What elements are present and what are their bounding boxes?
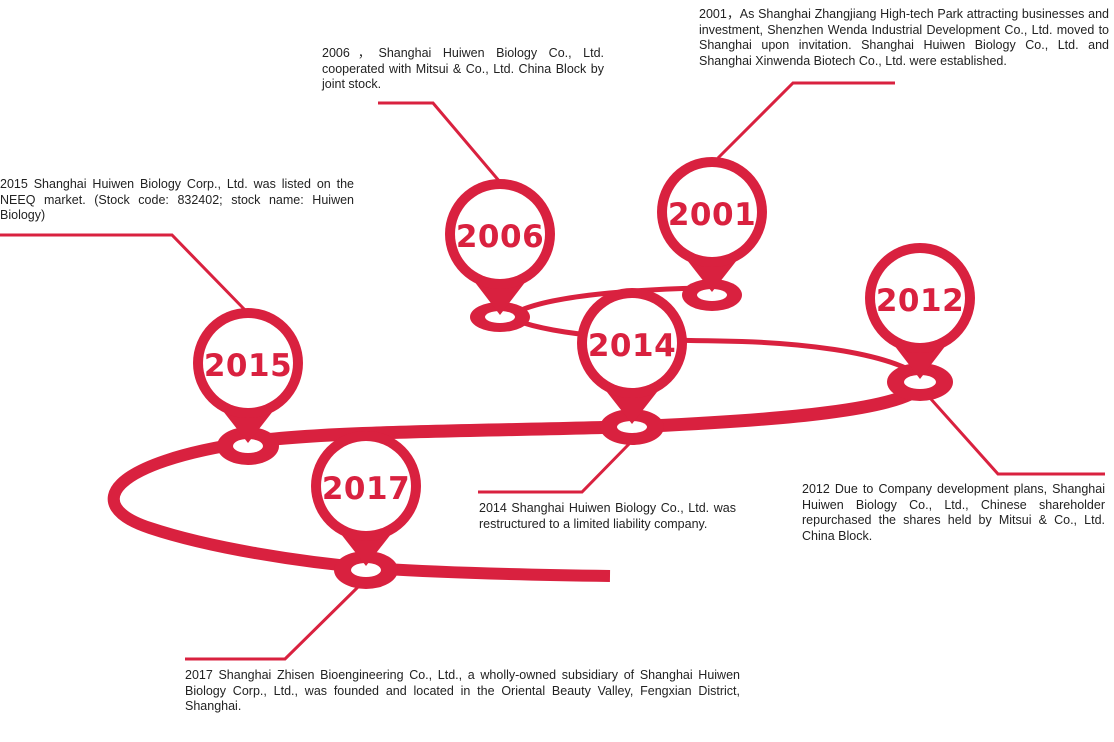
caption-2017: 2017 Shanghai Zhisen Bioengineering Co.,… — [185, 668, 740, 713]
leader-line-2012 — [928, 396, 1105, 476]
caption-2012: 2012 Due to Company development plans, S… — [802, 482, 1105, 543]
leader-line-2015 — [0, 233, 247, 312]
year-label-2014: 2014 — [588, 328, 676, 364]
caption-2006: 2006，Shanghai Huiwen Biology Co., Ltd. c… — [322, 46, 604, 91]
year-label-2012: 2012 — [876, 283, 964, 319]
leader-lines — [0, 81, 1105, 661]
year-label-2017: 2017 — [322, 471, 410, 507]
year-label-2001: 2001 — [668, 197, 756, 233]
leader-line-2006 — [378, 101, 502, 183]
pin-2006: 2006 — [445, 179, 555, 332]
caption-2015: 2015 Shanghai Huiwen Biology Corp., Ltd.… — [0, 177, 354, 222]
pin-2015: 2015 — [193, 308, 303, 465]
leader-line-2017 — [185, 583, 362, 661]
year-label-2015: 2015 — [204, 348, 292, 384]
year-label-2006: 2006 — [456, 219, 544, 255]
caption-2014: 2014 Shanghai Huiwen Biology Co., Ltd. w… — [479, 501, 736, 531]
caption-2001: 2001，As Shanghai Zhangjiang High-tech Pa… — [699, 7, 1109, 68]
pin-2001: 2001 — [657, 157, 767, 311]
leader-line-2001 — [716, 81, 895, 160]
pin-2017: 2017 — [311, 431, 421, 589]
leader-line-2014 — [478, 441, 632, 494]
pin-2012: 2012 — [865, 243, 975, 401]
pin-2014: 2014 — [577, 288, 687, 445]
